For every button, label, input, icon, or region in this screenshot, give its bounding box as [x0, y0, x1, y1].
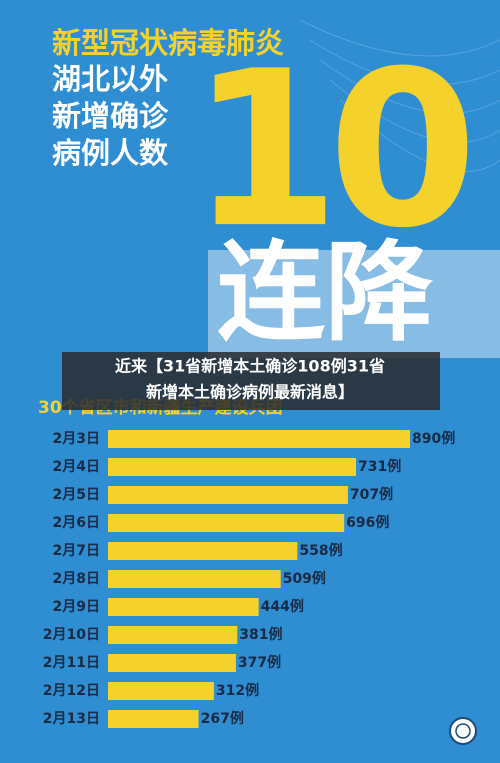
bar [108, 710, 199, 728]
banner-text: 近来【31省新增本土确诊108例31省 [115, 357, 385, 376]
category-label: 2月11日 [43, 655, 100, 671]
value-label: 312例 [216, 682, 259, 699]
big-text: 连降 [217, 231, 434, 356]
big-number: 10 [190, 24, 468, 275]
value-label: 890例 [412, 430, 455, 447]
header-line: 湖北以外 [52, 62, 168, 96]
category-label: 2月5日 [53, 487, 100, 503]
category-label: 2月3日 [53, 431, 100, 447]
bar [108, 570, 281, 588]
category-label: 2月9日 [53, 599, 100, 615]
header-line: 病例人数 [52, 136, 169, 170]
value-label: 707例 [350, 486, 393, 503]
header-line: 新增确诊 [52, 99, 169, 133]
category-label: 2月7日 [53, 543, 100, 559]
value-label: 267例 [201, 710, 244, 727]
bar [108, 542, 298, 560]
logo [449, 717, 477, 745]
category-label: 2月6日 [53, 515, 100, 531]
value-label: 381例 [239, 626, 282, 643]
bar [108, 430, 410, 448]
category-label: 2月13日 [43, 711, 100, 727]
bar [108, 514, 345, 532]
bar [108, 682, 214, 700]
bar [108, 654, 236, 672]
decor-mesh [299, 19, 500, 172]
highlight-panel [208, 250, 500, 358]
category-label: 2月12日 [43, 683, 100, 699]
value-label: 731例 [358, 458, 401, 475]
title: 新型冠状病毒肺炎 [52, 26, 284, 60]
value-label: 444例 [261, 598, 304, 615]
value-label: 377例 [238, 654, 281, 671]
bar [108, 626, 238, 644]
category-label: 2月10日 [43, 627, 100, 643]
value-label: 696例 [346, 514, 389, 531]
value-label: 509例 [283, 570, 326, 587]
bar [108, 458, 357, 476]
banner [62, 352, 440, 410]
bar [108, 598, 259, 616]
banner-text: 新增本土确诊病例最新消息】 [146, 383, 354, 402]
bar [108, 486, 348, 504]
category-label: 2月4日 [53, 459, 100, 475]
value-label: 558例 [299, 542, 342, 559]
category-label: 2月8日 [53, 571, 100, 587]
